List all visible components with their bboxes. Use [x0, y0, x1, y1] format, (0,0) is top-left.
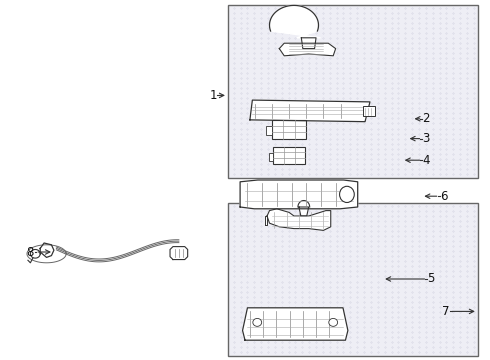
Polygon shape	[270, 5, 320, 38]
Text: 5: 5	[427, 273, 435, 285]
Polygon shape	[240, 180, 358, 209]
Ellipse shape	[329, 318, 338, 326]
Text: 2: 2	[422, 112, 430, 125]
Ellipse shape	[340, 186, 354, 202]
Polygon shape	[250, 100, 370, 122]
Bar	[228, 5, 478, 178]
Bar	[272, 120, 306, 139]
Text: 8: 8	[26, 246, 34, 258]
Polygon shape	[243, 308, 348, 340]
Bar	[273, 147, 305, 164]
Text: 7: 7	[442, 305, 450, 318]
Bar	[269, 153, 273, 161]
Polygon shape	[170, 247, 188, 260]
Bar	[266, 126, 272, 135]
Polygon shape	[265, 216, 267, 225]
Polygon shape	[279, 43, 336, 56]
Polygon shape	[267, 209, 331, 230]
Polygon shape	[40, 243, 54, 257]
Text: 3: 3	[422, 132, 430, 145]
Text: 1: 1	[209, 89, 217, 102]
Bar	[228, 203, 478, 356]
Polygon shape	[298, 201, 310, 207]
Polygon shape	[301, 38, 316, 49]
Text: 6: 6	[440, 190, 447, 203]
Text: 4: 4	[422, 154, 430, 167]
Polygon shape	[299, 207, 309, 216]
Ellipse shape	[253, 318, 262, 326]
Bar	[363, 106, 375, 116]
